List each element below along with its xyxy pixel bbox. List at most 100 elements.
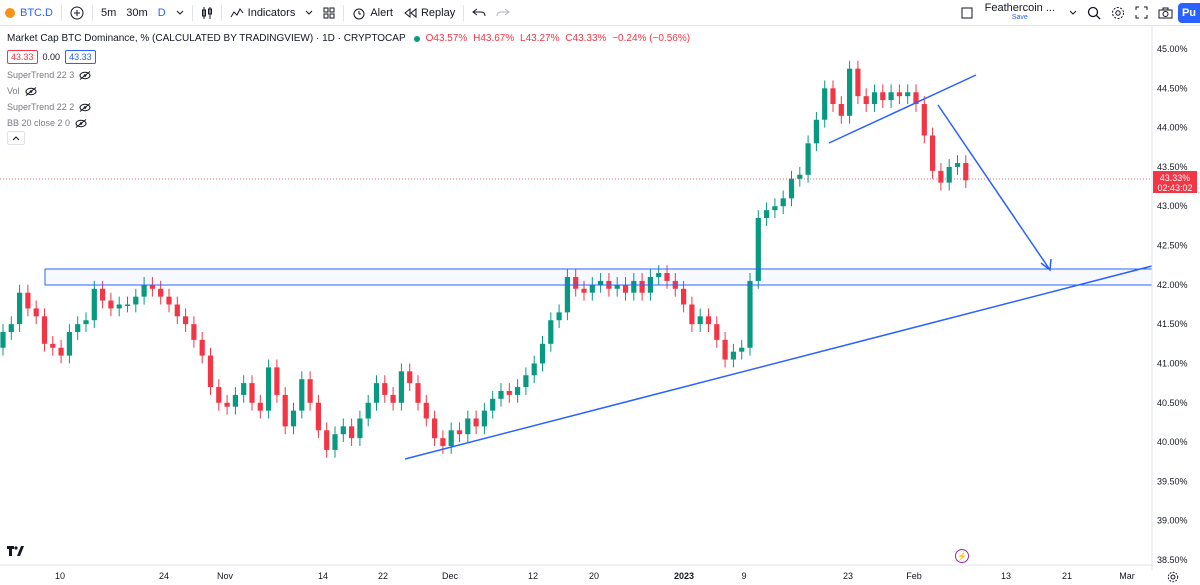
compare-button[interactable]: [65, 0, 89, 25]
eye-hidden-icon[interactable]: [75, 118, 87, 128]
divider: [220, 4, 222, 21]
redo-button[interactable]: [491, 0, 515, 25]
time-tick-label: 14: [318, 571, 328, 581]
candle-body: [705, 316, 712, 325]
snapshot-button[interactable]: [1153, 0, 1178, 25]
divider: [92, 4, 93, 21]
candle-body: [207, 355, 214, 388]
price-tick-label: 44.00%: [1157, 123, 1188, 133]
candle-body: [66, 332, 72, 356]
wedge-trendline[interactable]: [828, 74, 977, 144]
indicator-supertrend-1[interactable]: SuperTrend 22 3: [7, 70, 91, 80]
indicators-button[interactable]: Indicators: [225, 0, 301, 25]
candle-body: [33, 308, 39, 317]
candle-body: [299, 379, 305, 411]
interval-30m[interactable]: 30m: [121, 0, 152, 25]
eye-hidden-icon[interactable]: [79, 70, 91, 80]
candle-body: [747, 280, 753, 348]
gear-icon: [1112, 6, 1124, 19]
candle-body: [556, 312, 562, 321]
eye-hidden-icon[interactable]: [79, 102, 91, 112]
candle-body: [913, 92, 919, 105]
toolbar-right: Feathercoin ... Save Pu: [956, 0, 1200, 25]
indicator-bollinger[interactable]: BB 20 close 2 0: [7, 118, 87, 128]
interval-5m-label: 5m: [101, 6, 117, 19]
alert-label: Alert: [370, 6, 393, 19]
candle-body: [199, 339, 205, 356]
candle-body: [730, 351, 736, 360]
candle-body: [896, 92, 902, 97]
layout-dropdown[interactable]: [1064, 0, 1082, 25]
top-toolbar: BTC.D 5m 30m D Indicators: [0, 0, 1200, 26]
symbol-search[interactable]: BTC.D: [0, 0, 58, 25]
replay-label: Replay: [420, 6, 456, 19]
candle-body: [581, 288, 587, 293]
time-tick-label: Feb: [906, 571, 922, 581]
candle-body: [390, 394, 396, 403]
candle-body: [398, 371, 404, 403]
divider: [61, 4, 62, 21]
price-tick-label: 41.00%: [1157, 358, 1188, 368]
candle-body: [75, 324, 81, 333]
flash-icon[interactable]: ⚡: [955, 549, 969, 563]
undo-button[interactable]: [467, 0, 491, 25]
candle-body: [523, 375, 529, 388]
divider: [463, 4, 465, 21]
replay-button[interactable]: Replay: [398, 0, 460, 25]
drawings[interactable]: [44, 74, 1153, 460]
indicator-label: SuperTrend 22 2: [7, 102, 75, 112]
axis-settings-icon[interactable]: [1167, 571, 1179, 583]
candle-body: [357, 418, 363, 439]
candle-body: [324, 430, 330, 450]
interval-5m[interactable]: 5m: [96, 0, 121, 25]
candle-body: [232, 394, 238, 407]
rising-trendline[interactable]: [404, 265, 1153, 460]
layout-button[interactable]: [318, 0, 340, 25]
indicators-icon: [230, 7, 244, 17]
price-axis[interactable]: 45.00% 44.50% 44.00% 43.50% 43.00% 42.50% 42.0…: [1151, 25, 1188, 570]
layout-name-box: Feathercoin ... Save: [981, 2, 1059, 23]
chart-type-button[interactable]: [196, 0, 218, 25]
candle-body: [714, 324, 720, 340]
interval-d[interactable]: D: [153, 0, 171, 25]
resistance-zone[interactable]: [44, 268, 1153, 286]
candle-body: [407, 371, 413, 384]
candle-body: [473, 418, 479, 427]
candle-body: [797, 174, 803, 179]
indicators-templates-dropdown[interactable]: [300, 0, 318, 25]
candle-body: [490, 398, 496, 411]
candle-body: [656, 273, 662, 277]
price-chart[interactable]: 45.00% 44.50% 44.00% 43.50% 43.00% 42.50% 42.0…: [0, 25, 1200, 585]
publish-label: Pu: [1181, 6, 1197, 19]
layout-menu[interactable]: Feathercoin ... Save: [956, 0, 1064, 25]
candle-body: [813, 119, 819, 144]
settings-button[interactable]: [1106, 0, 1130, 25]
publish-button[interactable]: Pu: [1178, 2, 1200, 23]
candle-body: [432, 418, 438, 439]
search-button[interactable]: [1082, 0, 1106, 25]
eye-hidden-icon[interactable]: [25, 86, 37, 96]
projection-arrow[interactable]: [937, 104, 1051, 271]
low-value: L43.27%: [520, 33, 560, 44]
buy-button[interactable]: 43.33: [65, 50, 96, 64]
candle-body: [689, 304, 695, 325]
fullscreen-button[interactable]: [1130, 0, 1153, 25]
indicator-supertrend-2[interactable]: SuperTrend 22 2: [7, 102, 91, 112]
interval-dropdown[interactable]: [171, 0, 189, 25]
sell-button[interactable]: 43.33: [7, 50, 38, 64]
indicator-vol[interactable]: Vol: [7, 86, 37, 96]
candle-body: [863, 96, 869, 105]
trade-buttons: 43.33 0.00 43.33: [7, 50, 96, 64]
time-axis[interactable]: 10 24 Nov 14 22 Dec 12 20 2023 9 23 Feb 13 21 Mar: [0, 564, 1152, 581]
candle-body: [382, 383, 388, 395]
candle-body: [938, 170, 944, 183]
candle-body: [772, 206, 778, 211]
candle-body: [465, 418, 471, 435]
square-icon: [961, 7, 973, 18]
collapse-legend-button[interactable]: [7, 131, 25, 145]
candle-body: [41, 316, 48, 344]
save-status: Save: [1011, 13, 1028, 21]
candle-body: [788, 178, 795, 199]
high-value: H43.67%: [473, 33, 515, 44]
alert-button[interactable]: Alert: [347, 0, 398, 25]
